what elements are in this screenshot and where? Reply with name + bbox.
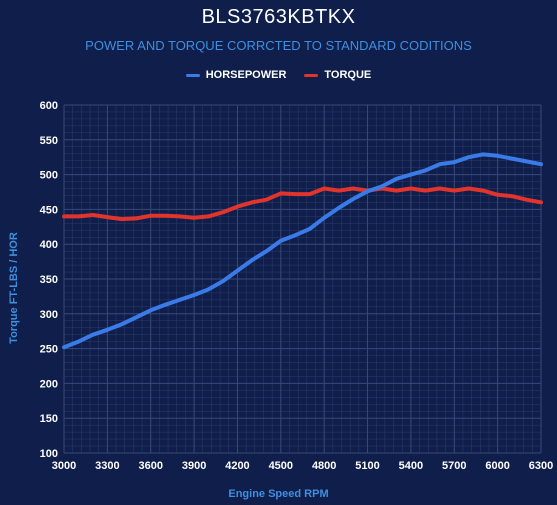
x-tick-label: 5700 <box>442 460 466 472</box>
grid-layer <box>63 104 542 454</box>
legend-swatch-torque <box>304 73 319 77</box>
series-line-torque <box>62 186 543 222</box>
legend-item-torque[interactable]: TORQUE <box>304 69 371 81</box>
legend-swatch-horsepower <box>185 73 200 77</box>
y-tick-label: 350 <box>40 274 58 286</box>
legend-item-horsepower[interactable]: HORSEPOWER <box>185 69 287 81</box>
x-tick-label: 3000 <box>52 460 76 472</box>
x-tick-label: 6000 <box>485 460 509 472</box>
y-tick-label: 450 <box>40 204 58 216</box>
y-tick-label: 200 <box>40 378 58 390</box>
chart-legend: HORSEPOWER TORQUE <box>0 69 557 81</box>
series-layer <box>62 152 543 350</box>
y-tick-label: 550 <box>40 135 58 147</box>
x-tick-label: 3600 <box>138 460 162 472</box>
x-tick-label: 3900 <box>182 460 206 472</box>
x-tick-label: 6300 <box>529 460 553 472</box>
y-tick-label: 600 <box>40 100 58 112</box>
chart-subtitle: POWER AND TORQUE CORRCTED TO STANDARD CO… <box>85 38 472 53</box>
chart-title: BLS3763KBTKX <box>201 6 356 28</box>
x-tick-label: 5100 <box>355 460 379 472</box>
x-tick-label: 3300 <box>95 460 119 472</box>
x-axis-label: Engine Speed RPM <box>228 488 329 500</box>
tick-layer: 100 150 200 250 300 350 400 450 500 550 600 3000 330… <box>40 100 554 472</box>
y-tick-label: 500 <box>40 170 58 182</box>
y-tick-label: 150 <box>40 413 58 425</box>
y-tick-label: 300 <box>40 309 58 321</box>
legend-label-torque: TORQUE <box>324 69 372 81</box>
y-tick-label: 250 <box>40 344 58 356</box>
legend-label-horsepower: HORSEPOWER <box>205 69 287 81</box>
x-tick-label: 5400 <box>399 460 423 472</box>
series-line-horsepower <box>62 152 543 350</box>
y-tick-label: 100 <box>40 448 58 460</box>
x-tick-label: 4800 <box>312 460 336 472</box>
y-tick-label: 400 <box>40 239 58 251</box>
x-tick-label: 4200 <box>225 460 249 472</box>
x-tick-label: 4500 <box>269 460 293 472</box>
